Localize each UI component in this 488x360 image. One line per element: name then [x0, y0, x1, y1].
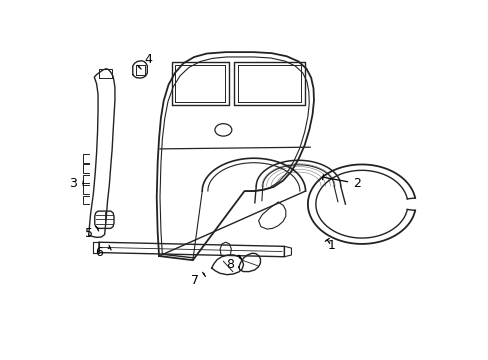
Text: 7: 7: [191, 272, 205, 287]
Text: 1: 1: [325, 238, 335, 252]
Text: 2: 2: [322, 175, 360, 190]
Text: 6: 6: [95, 246, 111, 259]
Text: 8: 8: [226, 255, 241, 271]
Text: 3: 3: [69, 177, 83, 190]
Text: 4: 4: [138, 53, 152, 69]
Text: 5: 5: [84, 226, 99, 240]
